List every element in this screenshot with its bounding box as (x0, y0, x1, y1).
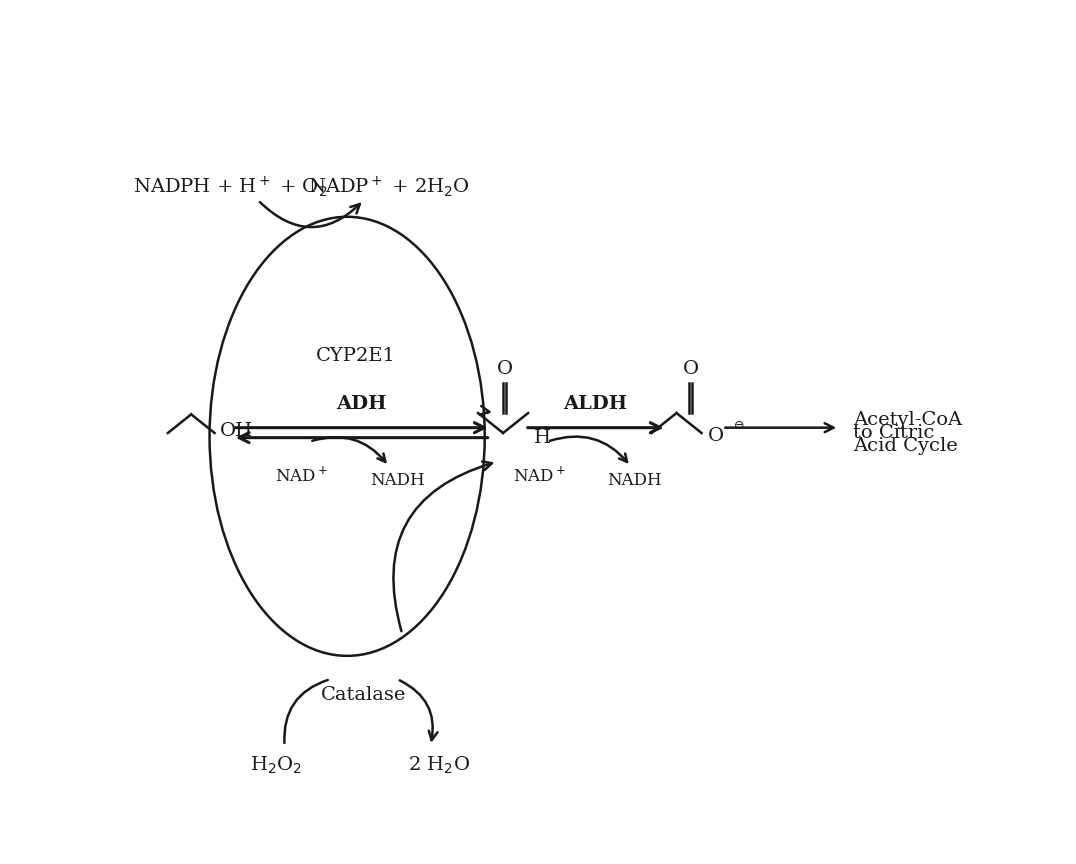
Text: Acetyl-CoA: Acetyl-CoA (853, 410, 962, 429)
Text: O: O (497, 360, 513, 378)
Text: H: H (534, 429, 551, 448)
Text: ADH: ADH (336, 395, 386, 413)
Text: CYP2E1: CYP2E1 (315, 347, 395, 365)
Text: O: O (682, 360, 698, 378)
Text: H$_2$O$_2$: H$_2$O$_2$ (251, 755, 302, 776)
Text: ALDH: ALDH (564, 395, 627, 413)
Text: Catalase: Catalase (321, 686, 407, 704)
Text: NADP$^+$ + 2H$_2$O: NADP$^+$ + 2H$_2$O (308, 175, 470, 199)
Text: NADH: NADH (608, 472, 662, 488)
Text: NADH: NADH (370, 472, 425, 488)
Text: O: O (708, 428, 724, 445)
Text: NADPH + H$^+$ + O$_2$: NADPH + H$^+$ + O$_2$ (133, 175, 327, 199)
Text: Acid Cycle: Acid Cycle (853, 437, 958, 455)
Text: NAD$^+$: NAD$^+$ (274, 467, 328, 486)
Text: to Citric: to Citric (853, 424, 935, 442)
Text: OH: OH (220, 422, 253, 440)
Text: NAD$^+$: NAD$^+$ (512, 467, 565, 486)
Text: 2 H$_2$O: 2 H$_2$O (408, 755, 470, 776)
Text: $^\ominus$: $^\ominus$ (731, 421, 745, 439)
